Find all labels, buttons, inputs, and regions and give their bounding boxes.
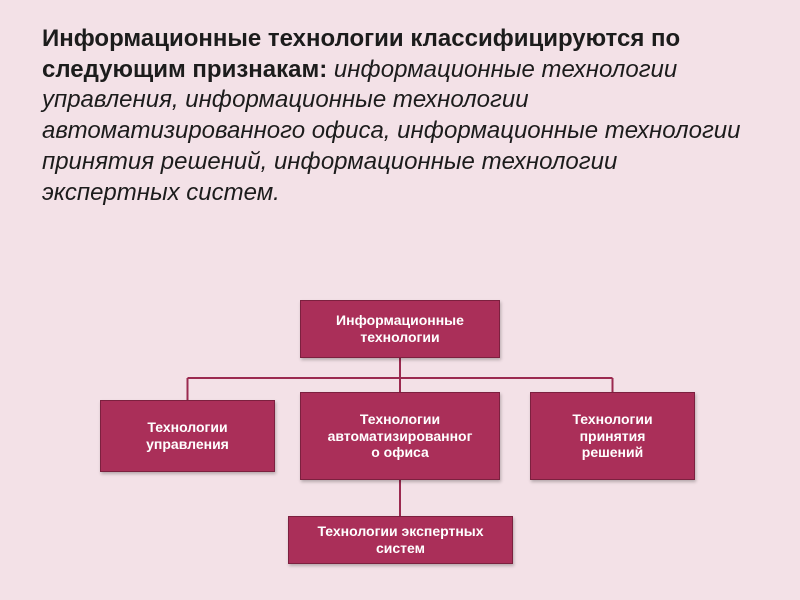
node-root: Информационныетехнологии bbox=[300, 300, 500, 358]
node-expert: Технологии экспертныхсистем bbox=[288, 516, 513, 564]
node-mgmt: Технологииуправления bbox=[100, 400, 275, 472]
heading-block: Информационные технологии классифицируют… bbox=[42, 24, 760, 208]
node-dec: Технологиипринятиярешений bbox=[530, 392, 695, 480]
node-office: Технологииавтоматизированного офиса bbox=[300, 392, 500, 480]
slide-page: Информационные технологии классифицируют… bbox=[0, 0, 800, 600]
